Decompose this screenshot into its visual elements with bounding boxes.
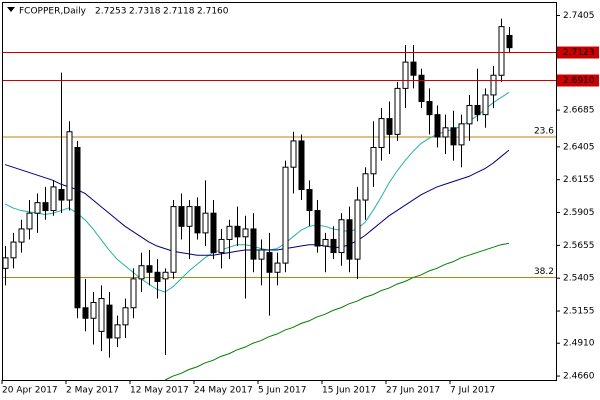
candle-body	[346, 219, 353, 260]
price-label: 2.7123	[563, 48, 595, 58]
candle-body	[122, 307, 129, 326]
fib-label: 38.2	[534, 267, 554, 277]
candle-body	[138, 265, 145, 280]
candle-body	[362, 173, 369, 201]
candle-body	[82, 307, 89, 319]
candle-body	[482, 94, 489, 116]
candle-body	[218, 238, 225, 254]
candle-body	[290, 140, 297, 168]
ohlc-value: 2.7118	[163, 7, 195, 17]
x-tick-label: 12 May 2017	[130, 386, 189, 396]
y-tick-label: 2.5905	[563, 208, 595, 218]
x-tick-label: 5 Jun 2017	[258, 386, 306, 396]
y-tick-label: 2.6405	[563, 142, 595, 152]
candle-body	[66, 131, 73, 201]
candle-body	[306, 189, 313, 212]
menu-arrow[interactable]	[7, 7, 15, 12]
candle-body	[258, 249, 265, 260]
ohlc-value: 2.7253	[95, 7, 127, 17]
chart-title: FCOPPER,Daily	[19, 7, 87, 17]
candle-body	[130, 278, 137, 309]
y-tick-label: 2.4660	[563, 372, 595, 382]
candle-body	[450, 127, 457, 146]
candle-body	[458, 123, 465, 146]
candle-body	[98, 298, 105, 332]
moving-average	[4, 149, 510, 256]
candle-body	[338, 219, 345, 254]
candle-body	[322, 238, 329, 247]
candle-body	[370, 146, 377, 175]
moving-average	[164, 242, 510, 381]
candle-body	[410, 61, 417, 76]
ohlc-value: 2.7318	[129, 7, 161, 17]
candle-body	[314, 210, 321, 247]
candle-body	[226, 225, 233, 240]
candle-body	[170, 206, 177, 273]
candle-body	[394, 87, 401, 135]
y-tick-label: 2.4910	[563, 339, 595, 349]
moving-average	[4, 91, 510, 293]
candle-body	[418, 74, 425, 103]
candle-body	[106, 304, 113, 339]
x-tick-label: 7 Jul 2017	[450, 386, 495, 396]
candle-body	[498, 26, 505, 76]
candle-body	[402, 61, 409, 89]
y-tick-label: 2.7405	[563, 11, 595, 21]
candle-body	[434, 114, 441, 138]
candle-body	[282, 166, 289, 264]
candle-body	[26, 212, 33, 230]
price-label-box	[557, 74, 599, 87]
price-label: 2.6910	[563, 76, 595, 86]
fib-label: 23.6	[534, 126, 554, 136]
candle-body	[242, 228, 249, 238]
y-tick-label: 2.5155	[563, 307, 595, 317]
candle-body	[58, 189, 65, 201]
x-tick-label: 24 May 2017	[194, 386, 253, 396]
ohlc-value: 2.7160	[197, 7, 229, 17]
candle-body	[330, 238, 337, 254]
candle-body	[74, 146, 81, 309]
x-tick-label: 2 May 2017	[66, 386, 119, 396]
candle-body	[442, 127, 449, 138]
candle-body	[210, 212, 217, 254]
candle-body	[274, 262, 281, 273]
candle-body	[146, 265, 153, 273]
candle-body	[178, 206, 185, 227]
candle-body	[18, 228, 25, 243]
candle-body	[298, 140, 305, 191]
candle-body	[490, 74, 497, 96]
x-tick-label: 15 Jun 2017	[322, 386, 376, 396]
candle-body	[34, 202, 41, 214]
candle-body	[250, 228, 257, 260]
candle-body	[10, 241, 17, 259]
candle-body	[506, 34, 513, 49]
candle-body	[42, 202, 49, 212]
y-tick-label: 2.5405	[563, 274, 595, 284]
candle-body	[354, 199, 361, 260]
y-tick-label: 2.6685	[563, 106, 595, 116]
candle-body	[202, 212, 209, 234]
candle-body	[426, 101, 433, 116]
candle-body	[162, 271, 169, 280]
candle-body	[466, 104, 473, 125]
y-tick-label: 2.5655	[563, 241, 595, 251]
candle-body	[194, 206, 201, 234]
candle-body	[114, 324, 121, 339]
price-label-box	[557, 46, 599, 59]
candle-body	[154, 271, 161, 282]
x-tick-label: 27 Jun 2017	[386, 386, 440, 396]
candle-body	[90, 301, 97, 319]
candle-body	[474, 104, 481, 116]
candle-body	[378, 118, 385, 148]
candle-body	[186, 206, 193, 227]
x-tick-label: 20 Apr 2017	[2, 386, 58, 396]
candle-body	[2, 257, 9, 269]
candle-body	[50, 186, 57, 212]
y-tick-label: 2.6155	[563, 175, 595, 185]
candle-body	[386, 118, 393, 135]
candle-body	[234, 225, 241, 238]
candle-body	[266, 252, 273, 273]
